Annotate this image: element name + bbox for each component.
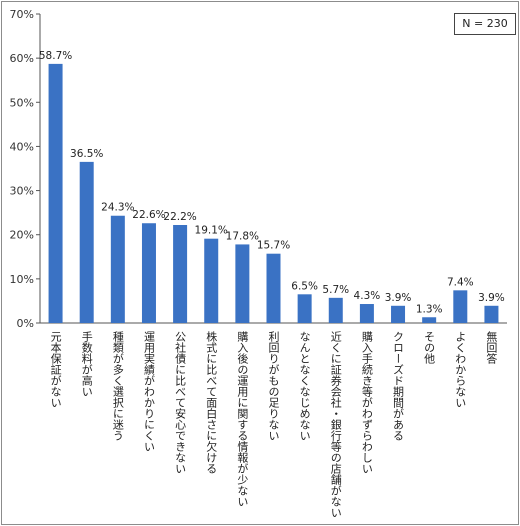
bar [359,304,374,323]
y-tick-label: 10% [10,273,34,286]
category-label: 株式に比べて面白さに欠ける [205,330,218,474]
category-label: なんとなくなじめない [298,331,311,441]
bar [297,294,312,323]
category-label: 元本保証がない [49,331,62,408]
data-label: 7.4% [447,276,474,288]
y-axis-ticks: 0% 10% 20% 30% 40% 50% 60% 70% [10,8,40,330]
bar [266,253,281,323]
category-label: 利回りがもの足りない [267,331,280,441]
category-label: 購入手続き等がわずらわしい [360,330,373,474]
data-label: 36.5% [70,148,103,160]
data-label: 24.3% [101,202,134,214]
data-label: 22.2% [163,211,196,223]
data-label: 6.5% [291,280,318,292]
bar [204,238,219,323]
data-label: 1.3% [416,303,443,315]
data-label: 4.3% [354,290,381,302]
category-label: 近くに証券会社・銀行等の店舗がない [329,331,342,518]
category-label: 手数料が高い [80,330,93,397]
sample-size-badge: N = 230 [454,13,516,35]
data-label: 5.7% [322,284,349,296]
data-label: 3.9% [478,292,505,304]
y-tick-label: 20% [10,229,34,242]
bar [391,305,406,323]
data-label: 19.1% [195,225,228,237]
category-label: 運用実績がわかりにくい [142,331,155,452]
category-label: その他 [423,331,436,364]
bar [328,297,343,323]
data-label: 22.6% [132,209,165,221]
y-tick-label: 60% [10,52,34,65]
data-label: 15.7% [257,240,290,252]
bar [235,244,250,323]
data-label: 17.8% [226,230,259,242]
bar [79,161,94,323]
y-tick-label: 30% [10,185,34,198]
data-label: 58.7% [39,50,72,62]
bar [141,223,156,323]
bar [48,63,63,323]
y-tick-label: 70% [10,8,34,21]
category-label: 種類が多く選択に迷う [111,330,124,441]
bar [484,305,499,323]
data-labels: 58.7% 36.5% 24.3%22.6%22.2% 19.1%17.8%15.7%… [39,50,505,315]
bar [422,317,437,323]
y-tick-label: 50% [10,96,34,109]
category-label: よくわからない [454,331,467,408]
category-label: 公社債に比べて安心できない [174,331,187,474]
bar [110,215,125,323]
category-label: 購入後の運用に関する情報が少ない [236,330,249,507]
bar [453,290,468,323]
category-label: 無回答 [485,330,498,365]
y-tick-label: 40% [10,140,34,153]
bar [173,225,188,323]
y-tick-label: 0% [17,317,34,330]
bars [48,63,499,323]
data-label: 3.9% [385,292,412,304]
category-label: クローズド期間がある [392,331,405,441]
category-labels: 元本保証がない 手数料が高い 種類が多く選択に迷う 運用実績がわかりにくい 公社債に比べ… [49,330,498,518]
